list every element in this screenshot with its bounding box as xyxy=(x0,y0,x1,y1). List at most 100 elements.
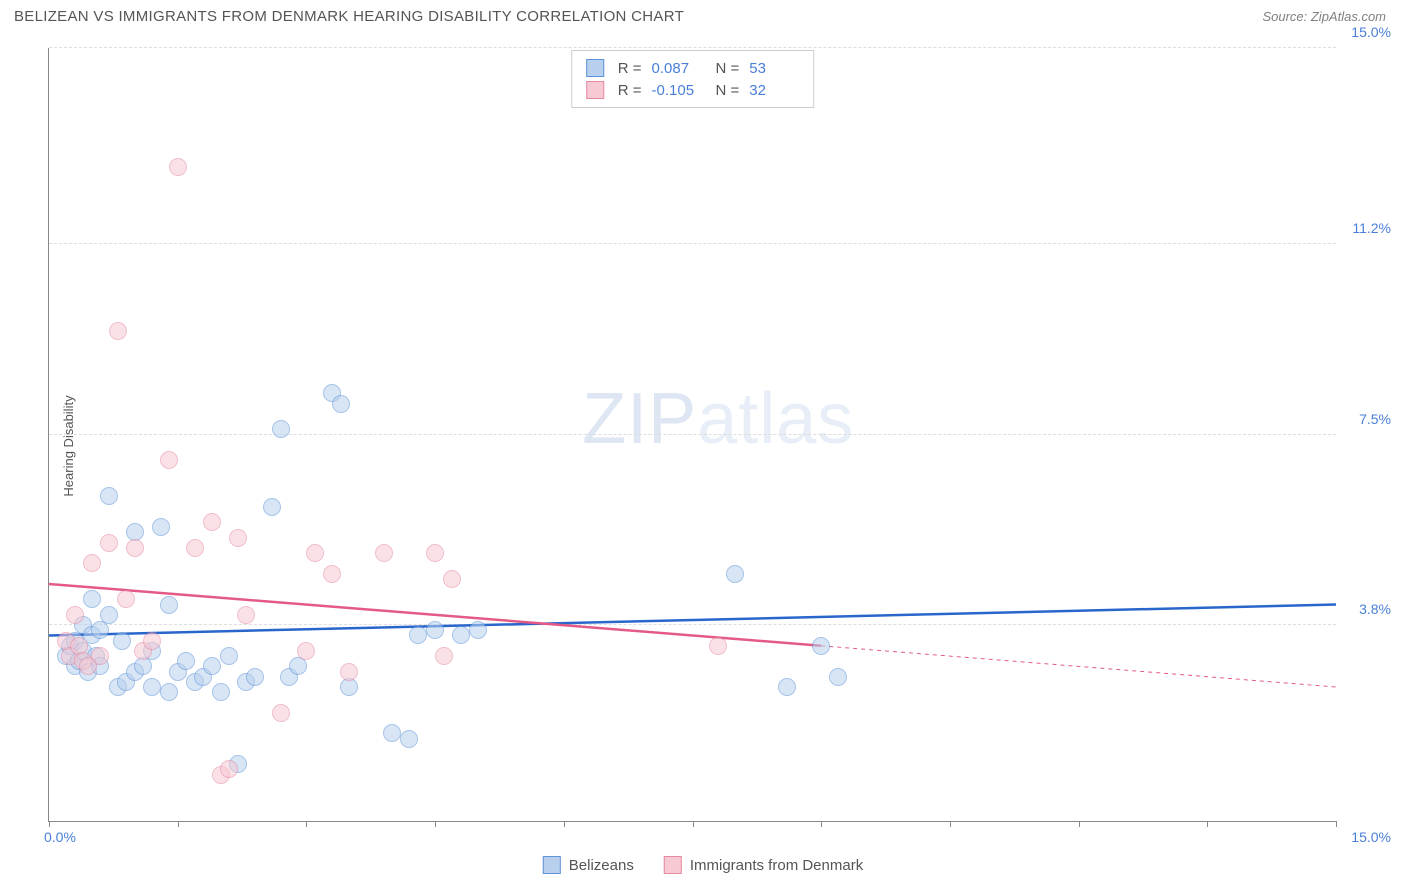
n-value: 32 xyxy=(749,82,799,99)
n-value: 53 xyxy=(749,60,799,77)
legend-swatch-icon xyxy=(664,856,682,874)
y-tick-label: 11.2% xyxy=(1352,220,1391,236)
data-point xyxy=(778,678,796,696)
r-label: R = xyxy=(618,60,642,77)
grid-line xyxy=(49,624,1336,625)
legend-swatch-icon xyxy=(586,59,604,77)
chart-container: ZIPatlas 3.8%7.5%11.2%15.0%0.0%15.0%R =0… xyxy=(48,48,1396,842)
data-point xyxy=(91,621,109,639)
data-point xyxy=(152,518,170,536)
x-label-max: 15.0% xyxy=(1351,829,1391,845)
x-tick xyxy=(1207,821,1208,827)
legend-item-denmark: Immigrants from Denmark xyxy=(664,856,863,874)
data-point xyxy=(117,590,135,608)
data-point xyxy=(246,668,264,686)
data-point xyxy=(203,657,221,675)
x-tick xyxy=(178,821,179,827)
data-point xyxy=(383,724,401,742)
data-point xyxy=(726,565,744,583)
y-tick-label: 3.8% xyxy=(1359,601,1391,617)
x-tick xyxy=(1079,821,1080,827)
data-point xyxy=(113,632,131,650)
data-point xyxy=(220,647,238,665)
x-tick xyxy=(1336,821,1337,827)
data-point xyxy=(452,626,470,644)
data-point xyxy=(100,487,118,505)
legend-label: Belizeans xyxy=(569,857,634,874)
data-point xyxy=(297,642,315,660)
data-point xyxy=(177,652,195,670)
n-label: N = xyxy=(716,60,740,77)
data-point xyxy=(220,760,238,778)
data-point xyxy=(323,565,341,583)
data-point xyxy=(443,570,461,588)
data-point xyxy=(160,683,178,701)
x-tick xyxy=(435,821,436,827)
legend-swatch-icon xyxy=(543,856,561,874)
data-point xyxy=(435,647,453,665)
data-point xyxy=(340,663,358,681)
data-point xyxy=(289,657,307,675)
stats-legend: R = 0.087 N = 53 R = -0.105 N = 32 xyxy=(571,50,815,108)
bottom-legend: Belizeans Immigrants from Denmark xyxy=(543,856,863,874)
legend-swatch-icon xyxy=(586,81,604,99)
legend-label: Immigrants from Denmark xyxy=(690,857,863,874)
y-tick-label: 15.0% xyxy=(1351,24,1391,40)
data-point xyxy=(186,539,204,557)
data-point xyxy=(100,534,118,552)
data-point xyxy=(237,606,255,624)
trend-lines xyxy=(49,48,1336,821)
data-point xyxy=(169,158,187,176)
data-point xyxy=(83,590,101,608)
chart-source: Source: ZipAtlas.com xyxy=(1262,9,1386,24)
data-point xyxy=(100,606,118,624)
x-tick xyxy=(693,821,694,827)
x-tick xyxy=(49,821,50,827)
data-point xyxy=(426,621,444,639)
y-tick-label: 7.5% xyxy=(1359,411,1391,427)
data-point xyxy=(332,395,350,413)
data-point xyxy=(203,513,221,531)
data-point xyxy=(109,322,127,340)
data-point xyxy=(812,637,830,655)
data-point xyxy=(709,637,727,655)
watermark: ZIPatlas xyxy=(582,378,854,460)
data-point xyxy=(160,596,178,614)
x-tick xyxy=(564,821,565,827)
data-point xyxy=(66,606,84,624)
data-point xyxy=(79,657,97,675)
data-point xyxy=(212,683,230,701)
stats-row: R = 0.087 N = 53 xyxy=(586,57,800,79)
x-tick xyxy=(306,821,307,827)
data-point xyxy=(263,498,281,516)
stats-row: R = -0.105 N = 32 xyxy=(586,79,800,101)
r-value: -0.105 xyxy=(652,82,702,99)
data-point xyxy=(126,539,144,557)
data-point xyxy=(143,678,161,696)
data-point xyxy=(340,678,358,696)
data-point xyxy=(469,621,487,639)
data-point xyxy=(829,668,847,686)
chart-title: BELIZEAN VS IMMIGRANTS FROM DENMARK HEAR… xyxy=(14,8,684,25)
data-point xyxy=(143,632,161,650)
legend-item-belizeans: Belizeans xyxy=(543,856,634,874)
data-point xyxy=(400,730,418,748)
data-point xyxy=(409,626,427,644)
data-point xyxy=(426,544,444,562)
data-point xyxy=(306,544,324,562)
grid-line xyxy=(49,47,1336,48)
x-tick xyxy=(950,821,951,827)
data-point xyxy=(134,657,152,675)
x-tick xyxy=(821,821,822,827)
data-point xyxy=(83,554,101,572)
n-label: N = xyxy=(716,82,740,99)
chart-header: BELIZEAN VS IMMIGRANTS FROM DENMARK HEAR… xyxy=(0,0,1406,29)
grid-line xyxy=(49,243,1336,244)
data-point xyxy=(272,704,290,722)
r-value: 0.087 xyxy=(652,60,702,77)
data-point xyxy=(229,529,247,547)
data-point xyxy=(272,420,290,438)
r-label: R = xyxy=(618,82,642,99)
x-label-min: 0.0% xyxy=(44,829,76,845)
data-point xyxy=(160,451,178,469)
